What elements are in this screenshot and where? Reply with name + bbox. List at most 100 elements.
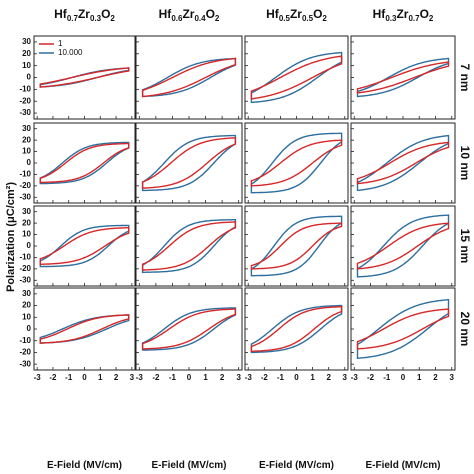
y-tick-label: 30 bbox=[22, 37, 31, 46]
formula-part: Zr bbox=[78, 7, 90, 21]
y-tick-label: 30 bbox=[22, 207, 31, 216]
x-tick-label: 2 bbox=[433, 373, 438, 382]
panel-frame bbox=[33, 122, 136, 204]
series-1-loop bbox=[141, 221, 237, 271]
series-10000-loop bbox=[250, 304, 343, 354]
panel: -3 -2 -1 0 1 2 3 bbox=[135, 287, 243, 382]
formula-part: Zr bbox=[290, 7, 302, 21]
x-tick-label: 3 bbox=[130, 373, 135, 382]
x-tick-label: 1 bbox=[417, 373, 422, 382]
subscript: 2 bbox=[110, 14, 115, 23]
x-tick-label: -1 bbox=[169, 373, 177, 382]
series-1-loop bbox=[141, 57, 237, 98]
subscript: 0.5 bbox=[279, 14, 291, 23]
y-tick-label: 20 bbox=[22, 301, 31, 310]
y-tick-label: -30 bbox=[19, 192, 31, 201]
series-1-loop bbox=[250, 305, 343, 353]
x-axis-title: E-Field (MV/cm) bbox=[259, 460, 334, 471]
series-1-loop bbox=[250, 222, 343, 270]
x-tick-label: -2 bbox=[49, 373, 57, 382]
y-tick-label: 0 bbox=[27, 73, 32, 82]
y-tick-label: 10 bbox=[22, 312, 31, 321]
x-tick-label: 3 bbox=[343, 373, 348, 382]
panel-frame bbox=[135, 35, 243, 120]
panel: -3 -2 -1 0 1 2 3 bbox=[350, 287, 456, 382]
x-tick-label: 0 bbox=[401, 373, 406, 382]
y-tick-label: -10 bbox=[19, 336, 31, 345]
formula-part: O bbox=[206, 7, 215, 21]
y-tick-label: -30 bbox=[19, 275, 31, 284]
x-tick-label: -3 bbox=[34, 373, 42, 382]
y-tick-label: 20 bbox=[22, 135, 31, 144]
x-axis-title: E-Field (MV/cm) bbox=[365, 460, 440, 471]
panel: -30 -20 -10 0 10 20 30 bbox=[19, 205, 136, 287]
y-tick-label: 0 bbox=[27, 241, 32, 250]
column-header: Hf0.7Zr0.3O2 bbox=[54, 7, 115, 23]
formula-part: O bbox=[420, 7, 429, 21]
panel-frame bbox=[350, 122, 456, 204]
subscript: 2 bbox=[429, 14, 434, 23]
legend-label: 1 bbox=[58, 39, 63, 48]
subscript: 0.6 bbox=[171, 14, 183, 23]
panel: -30 -20 -10 0 10 20 30 110.000 bbox=[19, 35, 136, 120]
series-1-loop bbox=[356, 61, 450, 94]
x-tick-label: -2 bbox=[367, 373, 375, 382]
y-tick-label: 10 bbox=[22, 61, 31, 70]
row-label: 20 nm bbox=[458, 312, 472, 347]
y-tick-label: -20 bbox=[19, 96, 31, 105]
series-10000-loop bbox=[250, 132, 343, 194]
x-axis-title: E-Field (MV/cm) bbox=[151, 460, 226, 471]
series-1-loop bbox=[250, 55, 343, 100]
series-10000-loop bbox=[356, 57, 450, 98]
panel bbox=[244, 35, 349, 120]
subscript: 0.3 bbox=[385, 14, 397, 23]
x-tick-label: -2 bbox=[261, 373, 269, 382]
y-tick-label: -10 bbox=[19, 84, 31, 93]
panel-frame bbox=[33, 35, 136, 120]
row-label: 15 nm bbox=[458, 229, 472, 264]
x-tick-label: 0 bbox=[294, 373, 299, 382]
legend-label: 10.000 bbox=[58, 48, 83, 57]
series-1-loop bbox=[356, 141, 450, 185]
column-header: Hf0.6Zr0.4O2 bbox=[159, 7, 220, 23]
column-headers: Hf0.7Zr0.3O2 Hf0.6Zr0.4O2 Hf0.5Zr0.5O2 Hf0.… bbox=[54, 7, 434, 23]
panel bbox=[350, 205, 456, 287]
series-10000-loop bbox=[356, 214, 450, 278]
panel-frame bbox=[135, 205, 243, 287]
x-tick-label: 3 bbox=[236, 373, 241, 382]
panel-frame bbox=[350, 205, 456, 287]
x-tick-label: 1 bbox=[98, 373, 103, 382]
subscript: 0.3 bbox=[90, 14, 102, 23]
formula-part: O bbox=[313, 7, 322, 21]
formula-part: Hf bbox=[159, 7, 173, 21]
panel bbox=[135, 205, 243, 287]
formula-part: Hf bbox=[54, 7, 68, 21]
y-tick-label: 10 bbox=[22, 147, 31, 156]
x-tick-label: -2 bbox=[152, 373, 160, 382]
panel bbox=[244, 122, 349, 204]
series-1-loop bbox=[250, 139, 343, 187]
y-tick-label: -20 bbox=[19, 348, 31, 357]
y-tick-label: -10 bbox=[19, 253, 31, 262]
x-tick-label: 1 bbox=[310, 373, 315, 382]
x-tick-label: -3 bbox=[245, 373, 253, 382]
x-tick-label: 0 bbox=[187, 373, 192, 382]
series-10000-loop bbox=[141, 219, 237, 273]
formula-part: Zr bbox=[182, 7, 194, 21]
row-label: 10 nm bbox=[458, 146, 472, 181]
subscript: 0.5 bbox=[302, 14, 314, 23]
series-10000-loop bbox=[141, 134, 237, 192]
y-tick-label: 10 bbox=[22, 230, 31, 239]
y-tick-label: 30 bbox=[22, 124, 31, 133]
y-tick-label: -10 bbox=[19, 170, 31, 179]
series-1-loop bbox=[356, 308, 450, 350]
y-tick-label: 20 bbox=[22, 218, 31, 227]
series-10000-loop bbox=[39, 141, 130, 185]
x-axis-title: E-Field (MV/cm) bbox=[47, 460, 122, 471]
series-10000-loop bbox=[356, 298, 450, 360]
series-1-loop bbox=[39, 67, 130, 88]
y-tick-label: 0 bbox=[27, 158, 32, 167]
